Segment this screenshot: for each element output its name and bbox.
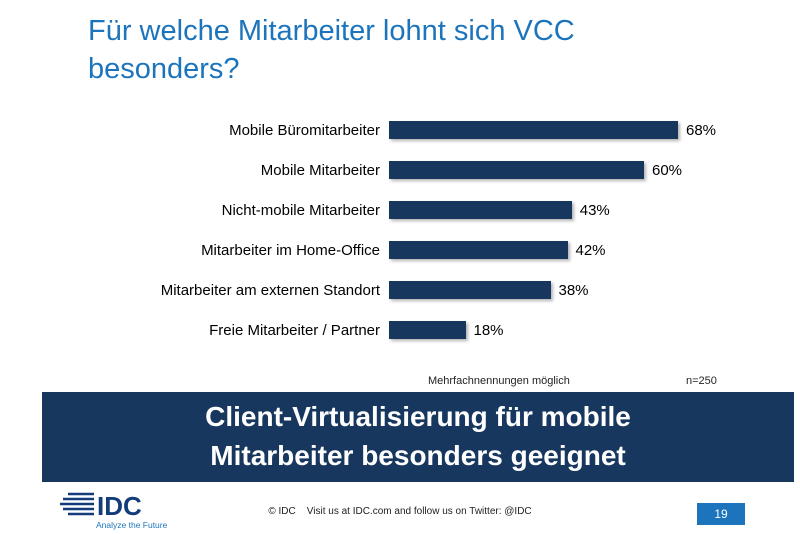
slide-footer: IDC Analyze the Future © IDC Visit us at… <box>0 486 800 534</box>
chart-row: Mobile Mitarbeiter 60% <box>0 150 800 190</box>
bar-category-label: Mobile Büromitarbeiter <box>229 121 380 139</box>
banner-line-1: Client-Virtualisierung für mobile <box>205 401 631 433</box>
bar-category-label: Freie Mitarbeiter / Partner <box>209 321 380 339</box>
svg-text:IDC: IDC <box>97 491 142 521</box>
bar <box>389 321 466 339</box>
bar-chart: Mobile Büromitarbeiter 68% Mobile Mitarbei… <box>0 110 800 350</box>
bar-value-label: 38% <box>558 281 589 299</box>
bar <box>389 161 644 179</box>
chart-row: Mobile Büromitarbeiter 68% <box>0 110 800 150</box>
bar <box>389 241 568 259</box>
chart-row: Freie Mitarbeiter / Partner 18% <box>0 310 800 350</box>
bar-value-label: 68% <box>686 121 717 139</box>
bar-value-label: 42% <box>575 241 606 259</box>
idc-logo-icon: IDC <box>60 491 142 521</box>
chart-row: Mitarbeiter im Home-Office 42% <box>0 230 800 270</box>
chart-footnote: Mehrfachnennungen möglich <box>428 375 570 387</box>
idc-tagline: Analyze the Future <box>96 520 168 530</box>
key-message-banner: Client-Virtualisierung für mobile Mitarb… <box>42 392 794 482</box>
bar-category-label: Nicht-mobile Mitarbeiter <box>221 201 380 219</box>
chart-row: Mitarbeiter am externen Standort 38% <box>0 270 800 310</box>
chart-row: Nicht-mobile Mitarbeiter 43% <box>0 190 800 230</box>
bar-value-label: 18% <box>473 321 504 339</box>
bar-value-label: 60% <box>652 161 683 179</box>
footer-copyright: © IDC Visit us at IDC.com and follow us … <box>268 506 532 517</box>
bar <box>389 281 551 299</box>
idc-logo: IDC <box>60 490 170 527</box>
banner-line-2: Mitarbeiter besonders geeignet <box>210 440 626 471</box>
slide-title: Für welche Mitarbeiter lohnt sich VCC be… <box>88 15 575 86</box>
bar <box>389 201 572 219</box>
page-number-badge: 19 <box>697 503 745 525</box>
bar-category-label: Mitarbeiter am externen Standort <box>160 281 380 299</box>
bar <box>389 121 678 139</box>
bar-value-label: 43% <box>579 201 610 219</box>
bar-category-label: Mitarbeiter im Home-Office <box>201 241 380 259</box>
bar-category-label: Mobile Mitarbeiter <box>260 161 380 179</box>
sample-size-label: n=250 <box>686 375 717 387</box>
